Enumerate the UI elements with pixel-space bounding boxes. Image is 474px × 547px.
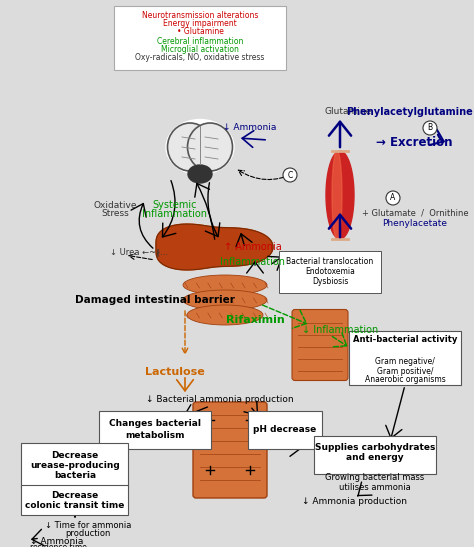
Text: ↓ Ammonia: ↓ Ammonia bbox=[30, 538, 83, 546]
Text: Oxy-radicals, NO, oxidative stress: Oxy-radicals, NO, oxidative stress bbox=[135, 54, 264, 62]
Ellipse shape bbox=[187, 305, 263, 325]
Polygon shape bbox=[156, 224, 273, 270]
Text: ↓ Bacterial ammonia production: ↓ Bacterial ammonia production bbox=[146, 395, 294, 404]
Text: B: B bbox=[428, 124, 433, 132]
Ellipse shape bbox=[167, 123, 212, 171]
Text: • Glutamine: • Glutamine bbox=[176, 27, 223, 37]
Text: + Glutamate  /  Ornithine: + Glutamate / Ornithine bbox=[362, 208, 468, 218]
Text: Anaerobic organisms: Anaerobic organisms bbox=[365, 375, 446, 385]
Text: ↓ Inflammation: ↓ Inflammation bbox=[302, 325, 378, 335]
Circle shape bbox=[423, 121, 437, 135]
Text: pH decrease: pH decrease bbox=[254, 426, 317, 434]
Text: Growing bacterial mass: Growing bacterial mass bbox=[325, 474, 425, 482]
Text: ↑ Ammonia: ↑ Ammonia bbox=[224, 242, 282, 252]
FancyBboxPatch shape bbox=[349, 331, 461, 385]
Text: Gram negative/: Gram negative/ bbox=[375, 358, 435, 366]
Text: Decrease: Decrease bbox=[51, 491, 99, 499]
Text: Decrease: Decrease bbox=[51, 451, 99, 459]
Text: urease-producing: urease-producing bbox=[30, 461, 120, 469]
Text: Damaged intestinal barrier: Damaged intestinal barrier bbox=[75, 295, 235, 305]
FancyBboxPatch shape bbox=[314, 436, 436, 474]
Ellipse shape bbox=[188, 165, 212, 183]
Text: and energy: and energy bbox=[346, 453, 404, 463]
FancyBboxPatch shape bbox=[114, 6, 286, 70]
Text: colonic transit time: colonic transit time bbox=[25, 501, 125, 509]
FancyBboxPatch shape bbox=[99, 411, 211, 449]
FancyBboxPatch shape bbox=[21, 443, 128, 487]
Ellipse shape bbox=[183, 275, 267, 295]
Text: Energy impairment: Energy impairment bbox=[163, 20, 237, 28]
Text: Cerebral inflammation: Cerebral inflammation bbox=[157, 37, 243, 45]
Text: Microglial activation: Microglial activation bbox=[161, 44, 239, 54]
Text: Changes bacterial: Changes bacterial bbox=[109, 420, 201, 428]
Text: Neurotransmission alterations: Neurotransmission alterations bbox=[142, 11, 258, 20]
Text: Anti-bacterial activity: Anti-bacterial activity bbox=[353, 335, 457, 345]
Ellipse shape bbox=[166, 119, 234, 174]
Text: Endotoxemia: Endotoxemia bbox=[305, 267, 355, 276]
Text: Stress: Stress bbox=[101, 210, 129, 218]
Text: residence time: residence time bbox=[30, 543, 87, 547]
Text: Systemic: Systemic bbox=[153, 200, 197, 210]
Text: ↓ Ammonia: ↓ Ammonia bbox=[223, 124, 277, 132]
Text: Oxidative: Oxidative bbox=[93, 201, 137, 210]
Text: Gram positive/: Gram positive/ bbox=[377, 366, 433, 375]
Text: Lactulose: Lactulose bbox=[145, 367, 205, 377]
Text: Bacterial translocation: Bacterial translocation bbox=[286, 258, 374, 266]
FancyBboxPatch shape bbox=[193, 402, 267, 498]
Text: bacteria: bacteria bbox=[54, 470, 96, 480]
FancyBboxPatch shape bbox=[248, 411, 322, 449]
Text: Phenylacetate: Phenylacetate bbox=[383, 218, 447, 228]
Text: Rifaximin: Rifaximin bbox=[226, 315, 284, 325]
Text: Dysbiosis: Dysbiosis bbox=[312, 277, 348, 287]
Text: metabolism: metabolism bbox=[125, 430, 185, 439]
Text: Inflammation: Inflammation bbox=[220, 257, 285, 267]
Text: → Excretion: → Excretion bbox=[376, 137, 453, 149]
Circle shape bbox=[283, 168, 297, 182]
Text: production: production bbox=[65, 529, 111, 538]
FancyBboxPatch shape bbox=[292, 310, 348, 381]
Circle shape bbox=[386, 191, 400, 205]
Text: A: A bbox=[391, 194, 396, 202]
Polygon shape bbox=[332, 151, 342, 239]
Text: ↓ Urea ←~∦...: ↓ Urea ←~∦... bbox=[110, 247, 168, 257]
Text: Glutamine: Glutamine bbox=[324, 108, 372, 117]
Polygon shape bbox=[326, 151, 354, 239]
Text: C: C bbox=[287, 171, 292, 179]
FancyBboxPatch shape bbox=[21, 485, 128, 515]
Text: Phenylacetylglutamine: Phenylacetylglutamine bbox=[346, 107, 474, 117]
Ellipse shape bbox=[183, 290, 267, 310]
Text: Supplies carbohydrates: Supplies carbohydrates bbox=[315, 443, 435, 451]
FancyBboxPatch shape bbox=[279, 251, 381, 293]
Text: ↓ Ammonia production: ↓ Ammonia production bbox=[302, 498, 408, 507]
Text: ↓ Time for ammonia: ↓ Time for ammonia bbox=[45, 521, 131, 529]
Ellipse shape bbox=[188, 123, 233, 171]
Text: utilises ammonia: utilises ammonia bbox=[339, 482, 411, 492]
Text: Inflammation: Inflammation bbox=[143, 209, 208, 219]
